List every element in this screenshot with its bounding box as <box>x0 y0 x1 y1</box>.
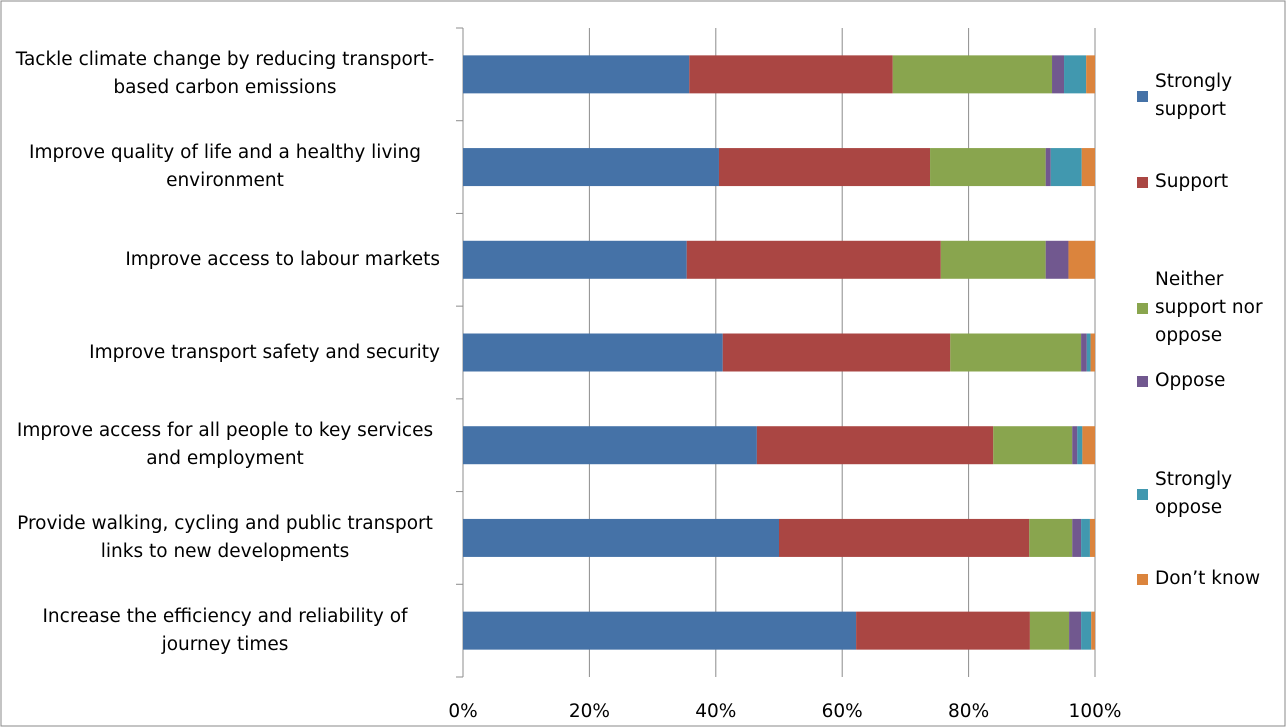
legend-swatch <box>1137 573 1148 585</box>
legend-item: Strongly support <box>1137 51 1283 141</box>
bar-segment <box>722 333 951 372</box>
legend-item: Don’t know <box>1137 534 1283 624</box>
bar-segment <box>1082 426 1095 465</box>
category-label: Improve quality of life and a healthy li… <box>0 122 440 212</box>
bar-segment <box>1081 611 1092 650</box>
legend-label: Strongly oppose <box>1155 469 1233 518</box>
bar-segment <box>1064 55 1087 94</box>
category-text: Tackle climate change by reducing transp… <box>15 49 435 99</box>
category-label: Tackle climate change by reducing transp… <box>0 29 440 119</box>
bar-segment <box>930 148 1046 187</box>
bar-segment <box>463 426 757 465</box>
x-tick-label: 80% <box>948 701 989 722</box>
bar-segment <box>1077 426 1083 465</box>
legend-label: Strongly support <box>1155 71 1233 120</box>
category-text: Improve access for all people to key ser… <box>16 420 434 470</box>
bar-segment <box>779 518 1030 557</box>
bar-segment <box>463 55 690 94</box>
category-text: Provide walking, cycling and public tran… <box>17 512 433 562</box>
bar-segment <box>1081 518 1090 557</box>
bar-segment <box>940 240 1046 279</box>
category-label: Improve access to labour markets <box>0 215 440 305</box>
x-tick-label: 0% <box>448 701 477 722</box>
x-tick-label: 40% <box>695 701 736 722</box>
legend-item: Support <box>1137 137 1283 227</box>
x-tick-label: 60% <box>822 701 863 722</box>
bar-segment <box>463 333 723 372</box>
category-label: Improve access for all people to key ser… <box>0 400 440 490</box>
bar-segment <box>1072 426 1078 465</box>
legend-label: Oppose <box>1155 370 1226 391</box>
bar-segment <box>856 611 1030 650</box>
legend-swatch <box>1137 302 1148 314</box>
bar-segment <box>463 148 719 187</box>
x-tick-label: 100% <box>1069 701 1122 722</box>
legend-swatch <box>1137 176 1148 188</box>
bar-segment <box>1090 333 1095 372</box>
bar-segment <box>1069 611 1082 650</box>
bar-segment <box>1072 518 1082 557</box>
category-label: Provide walking, cycling and public tran… <box>0 493 440 583</box>
category-text: Increase the efficiency and reliability … <box>42 605 408 655</box>
legend-item: Neither support nor oppose <box>1137 263 1283 353</box>
category-label: Improve transport safety and security <box>0 308 440 398</box>
bar-segment <box>1081 333 1087 372</box>
bar-segment <box>1029 518 1073 557</box>
bar-segment <box>950 333 1082 372</box>
bar-segment <box>1029 611 1070 650</box>
bar-segment <box>689 55 893 94</box>
bar-segment <box>1086 333 1091 372</box>
legend-item: Strongly oppose <box>1137 449 1283 539</box>
legend-label: Support <box>1155 171 1229 192</box>
bar-segment <box>686 240 941 279</box>
legend-label: Neither support nor oppose <box>1155 269 1263 346</box>
bar-segment <box>1089 518 1095 557</box>
legend-label: Don’t know <box>1155 568 1261 589</box>
bar-segment <box>1045 148 1051 187</box>
bar-segment <box>1050 148 1082 187</box>
x-tick-label: 20% <box>569 701 610 722</box>
bar-segment <box>892 55 1053 94</box>
bar-segment <box>1086 55 1095 94</box>
bar-segment <box>1068 240 1095 279</box>
bar-segment <box>1081 148 1095 187</box>
category-text: Improve quality of life and a healthy li… <box>28 142 421 192</box>
legend-swatch <box>1137 375 1148 387</box>
legend-item: Oppose <box>1137 336 1283 426</box>
bar-segment <box>993 426 1073 465</box>
category-label: Increase the efficiency and reliability … <box>0 586 440 676</box>
legend-swatch <box>1137 90 1148 102</box>
bar-segment <box>463 611 857 650</box>
bar-segment <box>1091 611 1095 650</box>
category-text: Improve access to labour markets <box>125 248 440 270</box>
bar-segment <box>718 148 931 187</box>
bar-segment <box>1052 55 1065 94</box>
bar-segment <box>1045 240 1069 279</box>
bar-segment <box>756 426 994 465</box>
bar-segment <box>463 518 779 557</box>
bar-segment <box>463 240 687 279</box>
category-text: Improve transport safety and security <box>89 341 440 363</box>
legend-swatch <box>1137 488 1148 500</box>
